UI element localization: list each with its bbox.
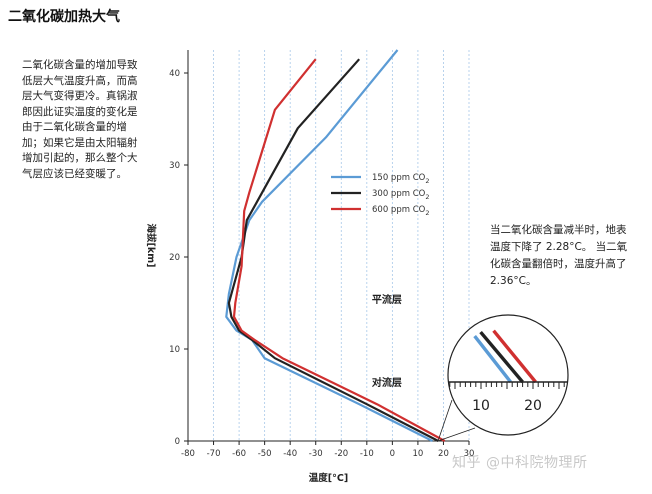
layer-label: 平流层 bbox=[372, 293, 402, 306]
x-tick-label: 20 bbox=[438, 449, 449, 459]
x-axis-label: 温度[°C] bbox=[309, 472, 348, 484]
y-tick-label: 40 bbox=[169, 69, 180, 79]
axes: -80 -70 -60 -50 -40 -30 -20 -10 0 10 20 30 0 10 20 30 40… bbox=[145, 50, 474, 484]
zoom-connector bbox=[437, 399, 453, 442]
zoom-connector bbox=[437, 427, 476, 442]
x-tick-label: -50 bbox=[258, 449, 272, 459]
x-tick-label: -80 bbox=[181, 449, 195, 459]
description-text: 二氧化碳含量的增加导致低层大气温度升高，而高层大气变得更冷。真锅淑郎因此证实温度… bbox=[22, 59, 138, 180]
zoom-series-line bbox=[479, 330, 524, 384]
annotation-note: 当二氧化碳含量减半时，地表温度下降了 2.28°C。 当二氧化碳含量翻倍时，温度… bbox=[490, 224, 628, 287]
series-line bbox=[225, 49, 433, 442]
x-tick-label: -60 bbox=[232, 449, 246, 459]
legend-label: 600 ppm CO2 bbox=[372, 205, 429, 217]
x-tick-label: -70 bbox=[207, 449, 221, 459]
zoom-background bbox=[448, 315, 568, 435]
x-tick-label: 30 bbox=[464, 449, 475, 459]
y-axis-label: 海拔[km] bbox=[145, 224, 157, 268]
y-tick-label: 20 bbox=[169, 253, 180, 263]
grid-lines bbox=[213, 50, 470, 441]
page-title: 二氧化碳加热大气 bbox=[8, 9, 120, 25]
series-lines bbox=[225, 49, 446, 442]
layer-label: 对流层 bbox=[372, 376, 402, 389]
zoom-border bbox=[447, 314, 569, 436]
zoom-inset: 10 20 bbox=[437, 314, 569, 442]
y-tick-label: 30 bbox=[169, 161, 180, 171]
x-tick-label: -20 bbox=[334, 449, 348, 459]
zoom-content: 10 20 bbox=[448, 329, 568, 414]
legend: 150 ppm CO2 300 ppm CO2 600 ppm CO2 bbox=[331, 173, 429, 217]
x-tick-label: -40 bbox=[283, 449, 297, 459]
zoom-series-line bbox=[492, 329, 537, 384]
zoom-series-line bbox=[473, 335, 512, 384]
y-tick-label: 10 bbox=[169, 345, 180, 355]
series-line bbox=[232, 58, 446, 442]
x-tick-label: 0 bbox=[390, 449, 395, 459]
legend-label: 300 ppm CO2 bbox=[372, 189, 429, 201]
zoom-tick-label: 20 bbox=[524, 398, 542, 414]
legend-label: 150 ppm CO2 bbox=[372, 173, 429, 185]
y-tick-label: 0 bbox=[175, 437, 180, 447]
series-line bbox=[227, 58, 439, 442]
watermark: 知乎 @中科院物理所 bbox=[452, 455, 588, 471]
x-tick-label: -30 bbox=[309, 449, 323, 459]
x-tick-label: 10 bbox=[412, 449, 423, 459]
x-tick-label: -10 bbox=[360, 449, 374, 459]
zoom-tick-label: 10 bbox=[472, 398, 490, 414]
